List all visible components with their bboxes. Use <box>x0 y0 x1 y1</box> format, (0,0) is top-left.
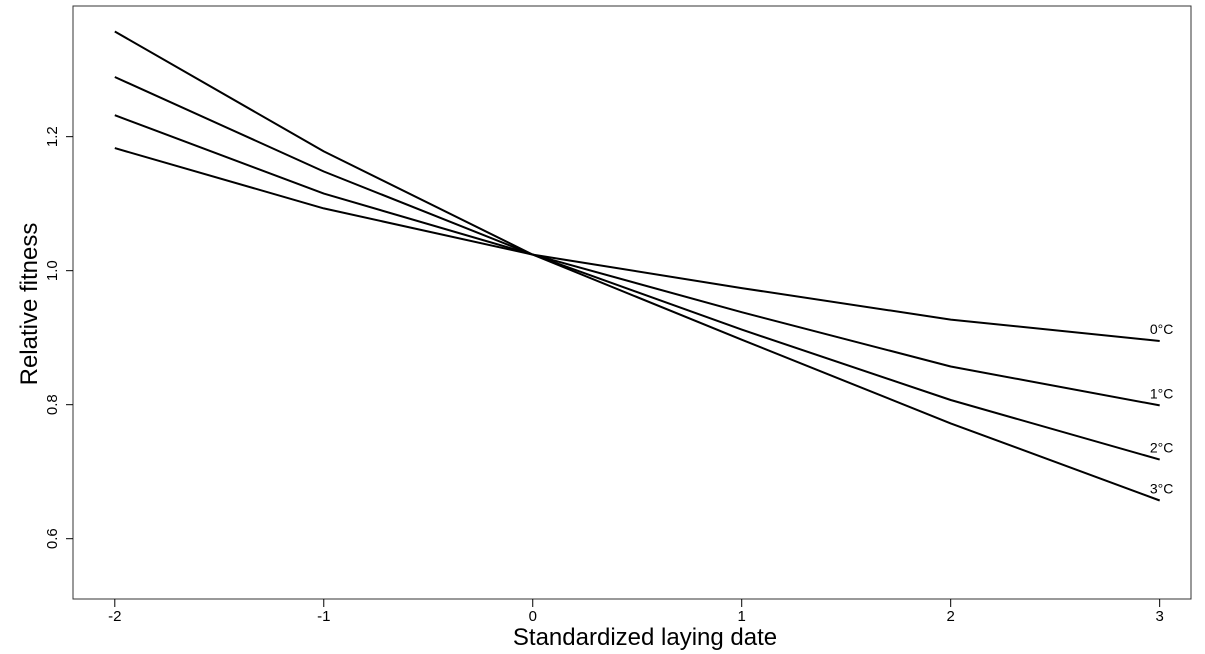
x-axis-title: Standardized laying date <box>513 624 777 651</box>
x-tick-label: 3 <box>1155 608 1163 625</box>
series-label-0: 0°C <box>1150 321 1174 337</box>
y-tick-label: 0.6 <box>44 528 61 549</box>
plot-border <box>72 5 1192 600</box>
y-axis: 0.6 0.8 1.0 1.2 <box>44 126 73 549</box>
series-label-2: 2°C <box>1150 440 1174 456</box>
y-tick-label: 1.2 <box>44 126 61 147</box>
y-tick-label: 1.0 <box>44 260 61 281</box>
x-tick-label: -2 <box>108 608 121 625</box>
series-label-3: 3°C <box>1150 481 1174 497</box>
series-label-1: 1°C <box>1150 385 1174 401</box>
x-tick-label: 1 <box>738 608 746 625</box>
y-axis-title: Relative fitness <box>16 223 43 386</box>
x-axis: -2 -1 0 1 2 3 <box>108 599 1164 625</box>
series-labels: 0°C 1°C 2°C 3°C <box>1150 321 1174 496</box>
series-line-1 <box>114 114 1160 407</box>
x-tick-label: 0 <box>529 608 537 625</box>
series-line-0 <box>114 147 1160 342</box>
series-line-3 <box>114 30 1161 502</box>
series-lines <box>114 30 1161 502</box>
plot-frame <box>72 5 1192 600</box>
series-line-2 <box>114 76 1160 461</box>
x-tick-label: -1 <box>317 608 330 625</box>
x-tick-label: 2 <box>947 608 955 625</box>
y-tick-label: 0.8 <box>44 394 61 415</box>
